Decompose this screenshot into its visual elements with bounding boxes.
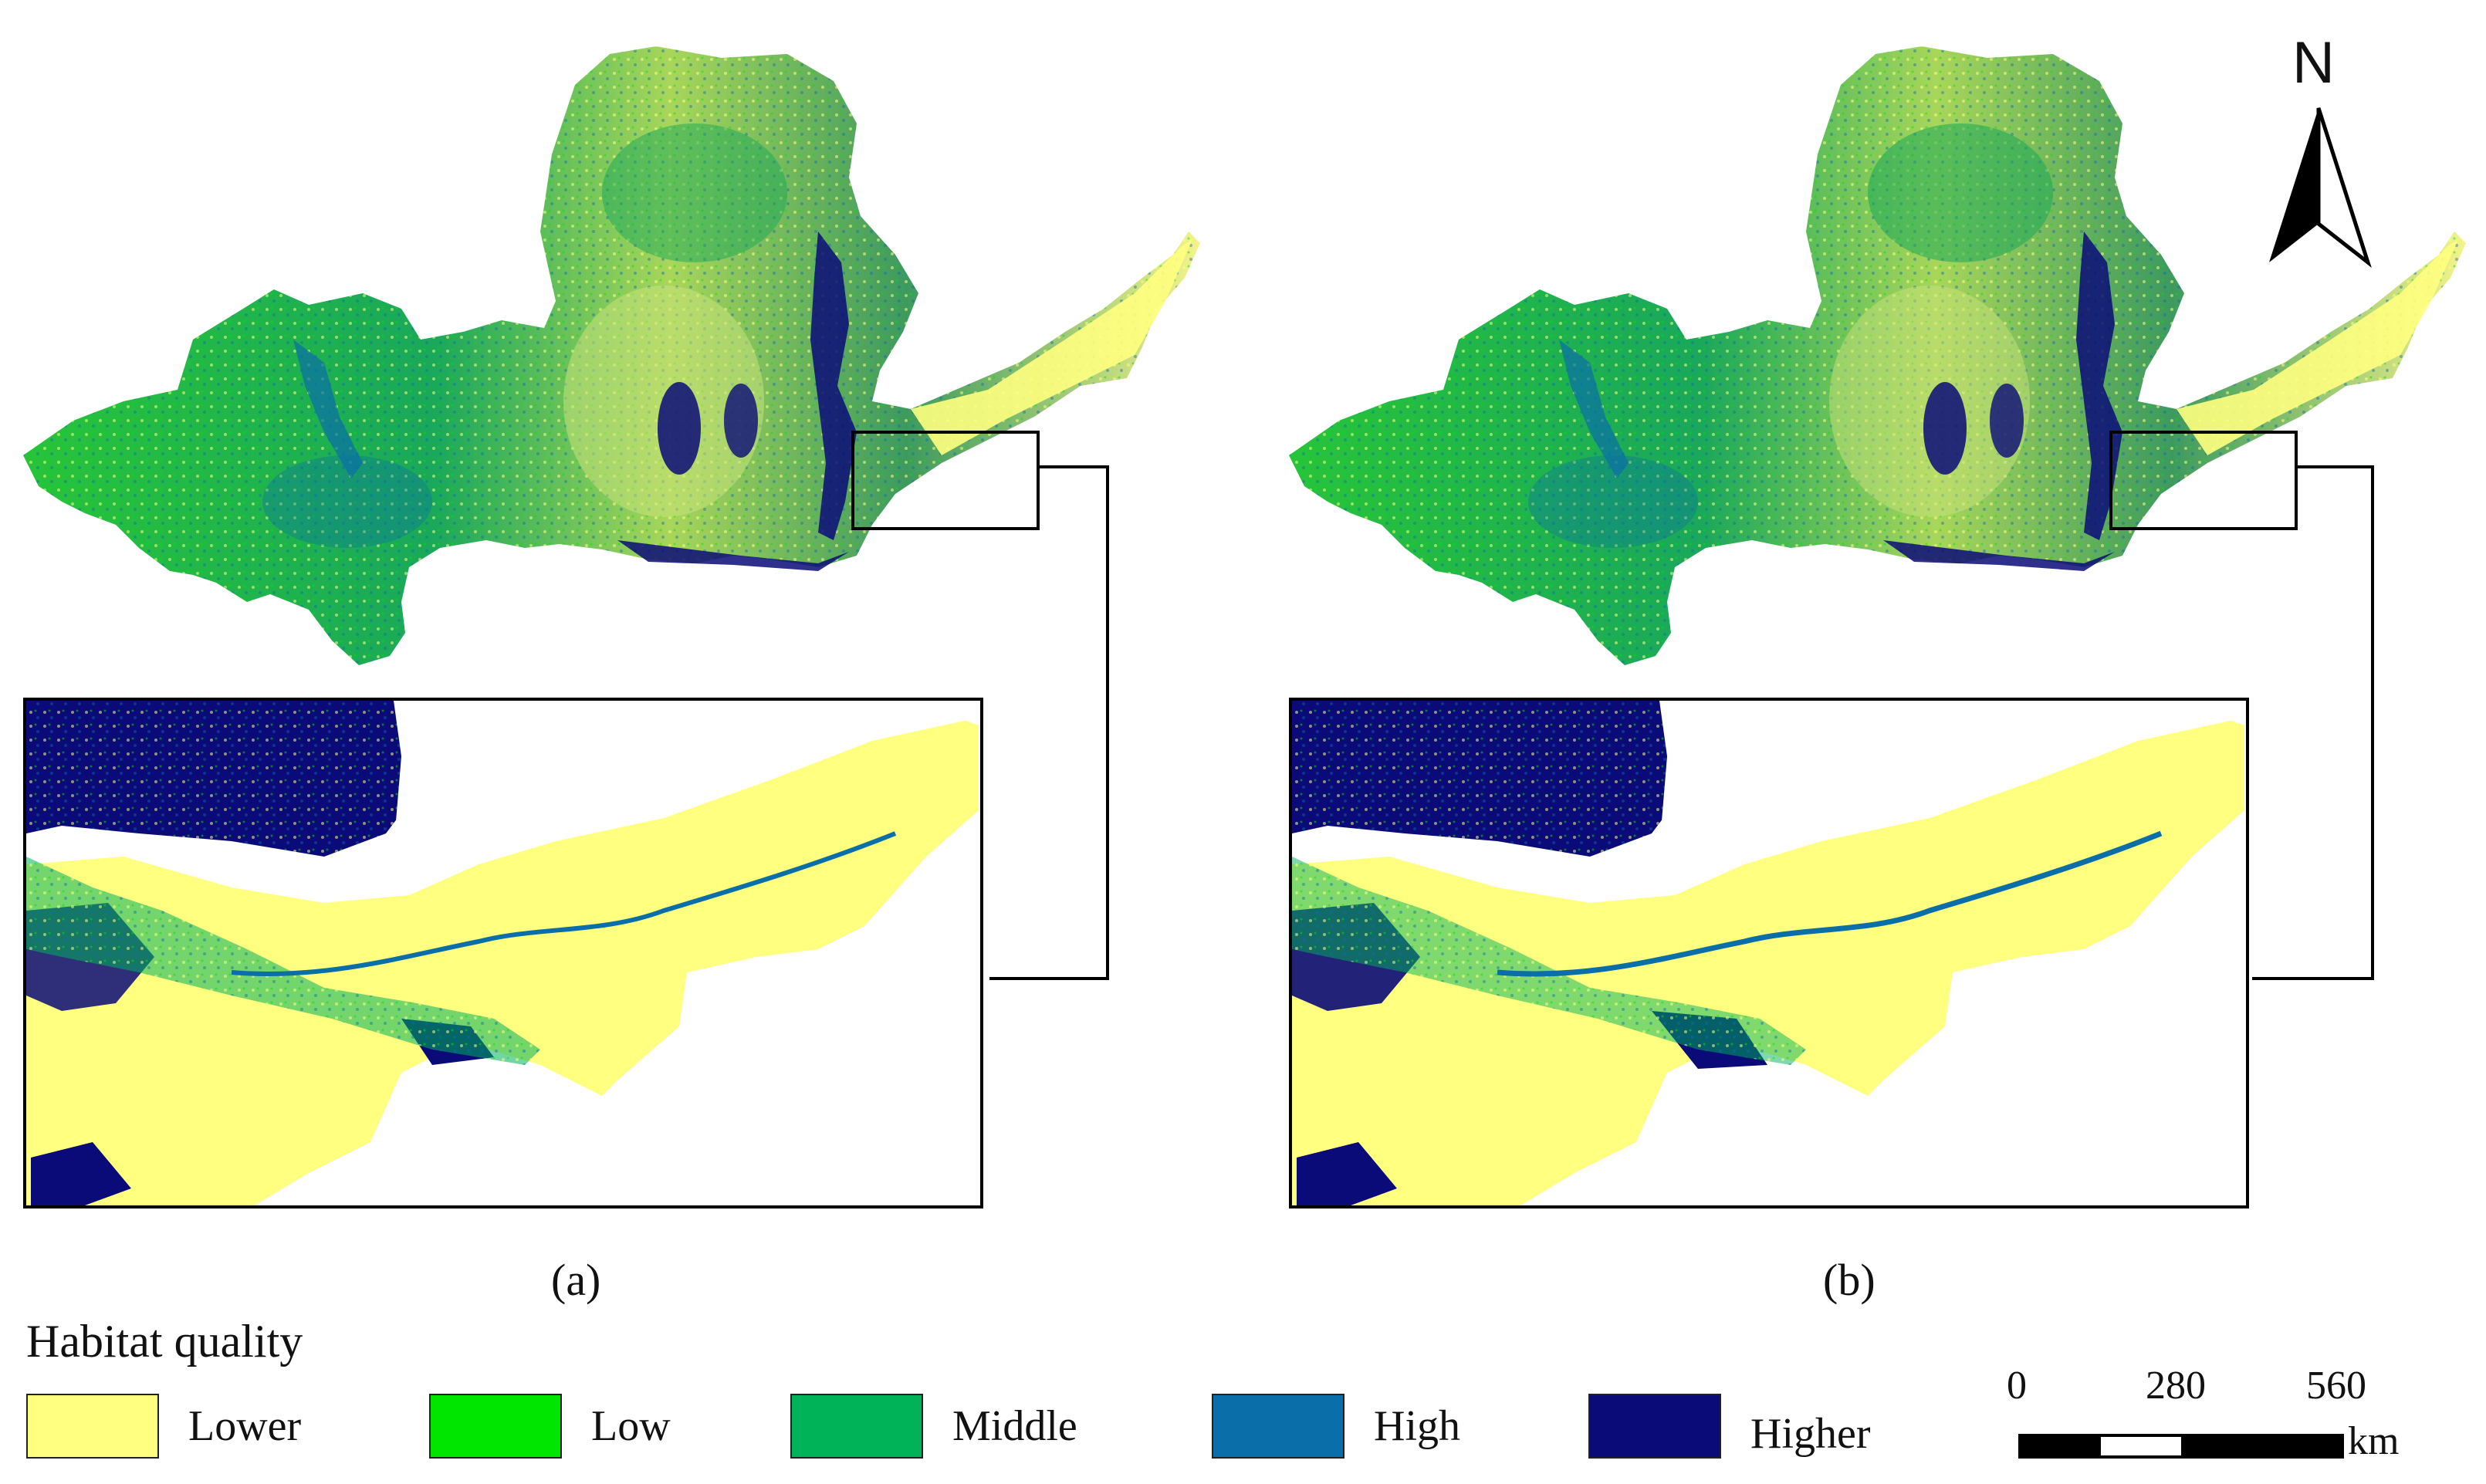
legend-label-high: High — [1374, 1402, 1460, 1450]
scale-tick-0: 0 — [2007, 1364, 2027, 1408]
panel-label-b: (b) — [1823, 1255, 1875, 1305]
scale-tick-280: 280 — [2146, 1364, 2206, 1408]
legend-swatch-middle — [790, 1394, 923, 1459]
legend-title: Habitat quality — [26, 1316, 303, 1367]
inset-leader-line-a — [989, 465, 1109, 980]
legend-label-lower: Lower — [188, 1402, 302, 1450]
scale-tick-560: 560 — [2306, 1364, 2366, 1408]
legend-label-middle: Middle — [952, 1402, 1077, 1450]
scale-bar — [2018, 1434, 2344, 1459]
legend-label-low: Low — [591, 1402, 671, 1450]
scale-unit: km — [2348, 1419, 2400, 1463]
legend-swatch-low — [429, 1394, 562, 1459]
inset-map-b — [1289, 698, 2249, 1208]
legend-swatch-higher — [1588, 1394, 1721, 1459]
basin-map-b — [1289, 46, 2466, 665]
inset-map-a — [23, 698, 983, 1208]
inset-leader-line-b — [2252, 465, 2374, 980]
basin-map-a — [23, 46, 1200, 665]
panel-b-map — [1289, 46, 2466, 1208]
legend-swatch-lower — [26, 1394, 159, 1459]
panel-a-map — [23, 46, 1200, 1208]
inset-extent-box-a — [851, 431, 1040, 530]
panel-label-a: (a) — [551, 1255, 601, 1305]
inset-extent-box-b — [2109, 431, 2298, 530]
legend-label-higher: Higher — [1750, 1410, 1871, 1458]
north-label: N — [2292, 30, 2335, 96]
north-arrow-icon — [2269, 107, 2372, 268]
legend-swatch-high — [1212, 1394, 1344, 1459]
